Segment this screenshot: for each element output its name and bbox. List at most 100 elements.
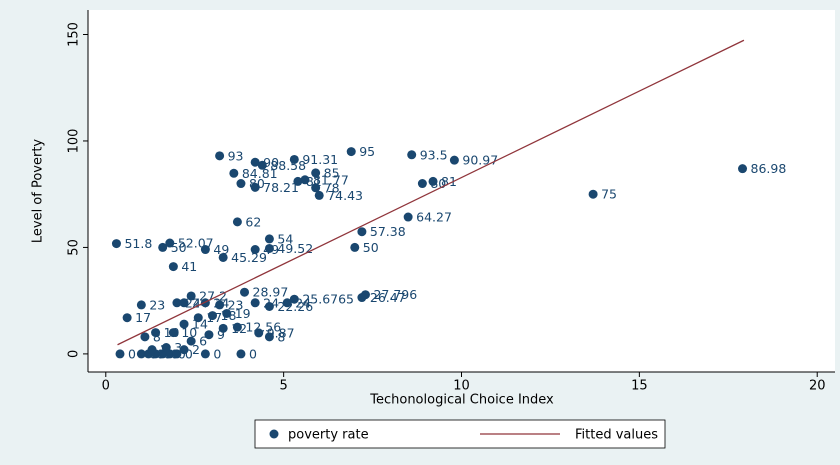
point-label: 86.98 xyxy=(751,161,787,176)
point xyxy=(172,349,182,359)
point-label: 28.97 xyxy=(253,285,289,300)
point xyxy=(218,252,228,262)
point-label: 0 xyxy=(249,346,257,361)
x-tick-label: 5 xyxy=(280,379,288,394)
point xyxy=(250,298,260,308)
point xyxy=(111,239,121,249)
point xyxy=(250,245,260,255)
point-label: 90 xyxy=(263,155,279,170)
x-tick-label: 20 xyxy=(809,379,826,394)
point xyxy=(115,349,125,359)
point-label: 6 xyxy=(199,334,207,349)
point xyxy=(407,150,417,160)
point xyxy=(588,189,598,199)
y-tick-label: 50 xyxy=(67,239,82,256)
point-label: 90.97 xyxy=(462,153,498,168)
point xyxy=(229,168,239,178)
point-label: 88.58 xyxy=(270,158,306,173)
point xyxy=(264,332,274,342)
point-label: 78.21 xyxy=(263,180,299,195)
point-label: 57.38 xyxy=(370,224,406,239)
legend-label: poverty rate xyxy=(288,428,369,443)
point-label: 74.43 xyxy=(327,188,363,203)
point xyxy=(200,245,210,255)
point xyxy=(168,262,178,272)
point xyxy=(186,291,196,301)
point xyxy=(232,322,242,332)
x-tick-label: 10 xyxy=(453,379,470,394)
point-label: 91.31 xyxy=(302,152,338,167)
point-label: 8 xyxy=(277,329,285,344)
point-label: 24 xyxy=(263,295,279,310)
point-label: 93.5 xyxy=(420,147,448,162)
point-label: 54 xyxy=(277,231,293,246)
point xyxy=(250,157,260,167)
point xyxy=(215,300,225,310)
point xyxy=(282,298,292,308)
point xyxy=(140,332,150,342)
point xyxy=(350,242,360,252)
point xyxy=(264,234,274,244)
point xyxy=(200,349,210,359)
point xyxy=(204,330,214,340)
point xyxy=(158,242,168,252)
point xyxy=(449,155,459,165)
point xyxy=(357,227,367,237)
point-label: 9 xyxy=(217,327,225,342)
point-label: 19 xyxy=(235,306,251,321)
point-label: 0 xyxy=(213,346,221,361)
point-label: 2 xyxy=(192,342,200,357)
point xyxy=(311,183,321,193)
point xyxy=(403,212,413,222)
point-label: 12 xyxy=(231,321,247,336)
point-label: 10 xyxy=(181,325,197,340)
point-label: 3 xyxy=(174,340,182,355)
point xyxy=(257,160,267,170)
point xyxy=(232,217,242,227)
point xyxy=(218,323,228,333)
point xyxy=(236,349,246,359)
point-label: 25.6765 xyxy=(302,292,354,307)
point-label: 0 xyxy=(128,346,136,361)
x-tick-label: 0 xyxy=(102,379,110,394)
point xyxy=(122,313,132,323)
point-label: 0 xyxy=(185,346,193,361)
point-label: 17 xyxy=(135,310,151,325)
point-label: 0 xyxy=(178,346,186,361)
point-label: 93 xyxy=(228,148,244,163)
point xyxy=(136,300,146,310)
point xyxy=(179,319,189,329)
point-label: 45.29 xyxy=(231,250,267,265)
point-label: 64.27 xyxy=(416,210,452,225)
point-label: 12.56 xyxy=(245,320,281,335)
point xyxy=(357,293,367,303)
point xyxy=(136,349,146,359)
point-label: 75 xyxy=(601,187,617,202)
point xyxy=(193,313,203,323)
point-label: 49 xyxy=(213,242,229,257)
point xyxy=(264,301,274,311)
point-label: 23 xyxy=(149,297,165,312)
point-label: 62 xyxy=(245,214,261,229)
point xyxy=(417,179,427,189)
point-label: 23 xyxy=(228,297,244,312)
y-tick-label: 150 xyxy=(67,22,82,47)
point xyxy=(179,298,189,308)
point xyxy=(314,190,324,200)
point xyxy=(346,147,356,157)
y-axis-title: Level of Poverty xyxy=(31,139,46,244)
point xyxy=(311,168,321,178)
point xyxy=(172,298,182,308)
point-label: 41 xyxy=(181,259,197,274)
point-label: 50 xyxy=(171,240,187,255)
point xyxy=(236,179,246,189)
point xyxy=(300,175,310,185)
point xyxy=(293,176,303,186)
point-label: 51.8 xyxy=(124,236,152,251)
point-label: 49.52 xyxy=(277,241,313,256)
point-label: 27.796 xyxy=(373,287,417,302)
point xyxy=(250,182,260,192)
point-label: 81.77 xyxy=(313,172,349,187)
point xyxy=(254,328,264,338)
